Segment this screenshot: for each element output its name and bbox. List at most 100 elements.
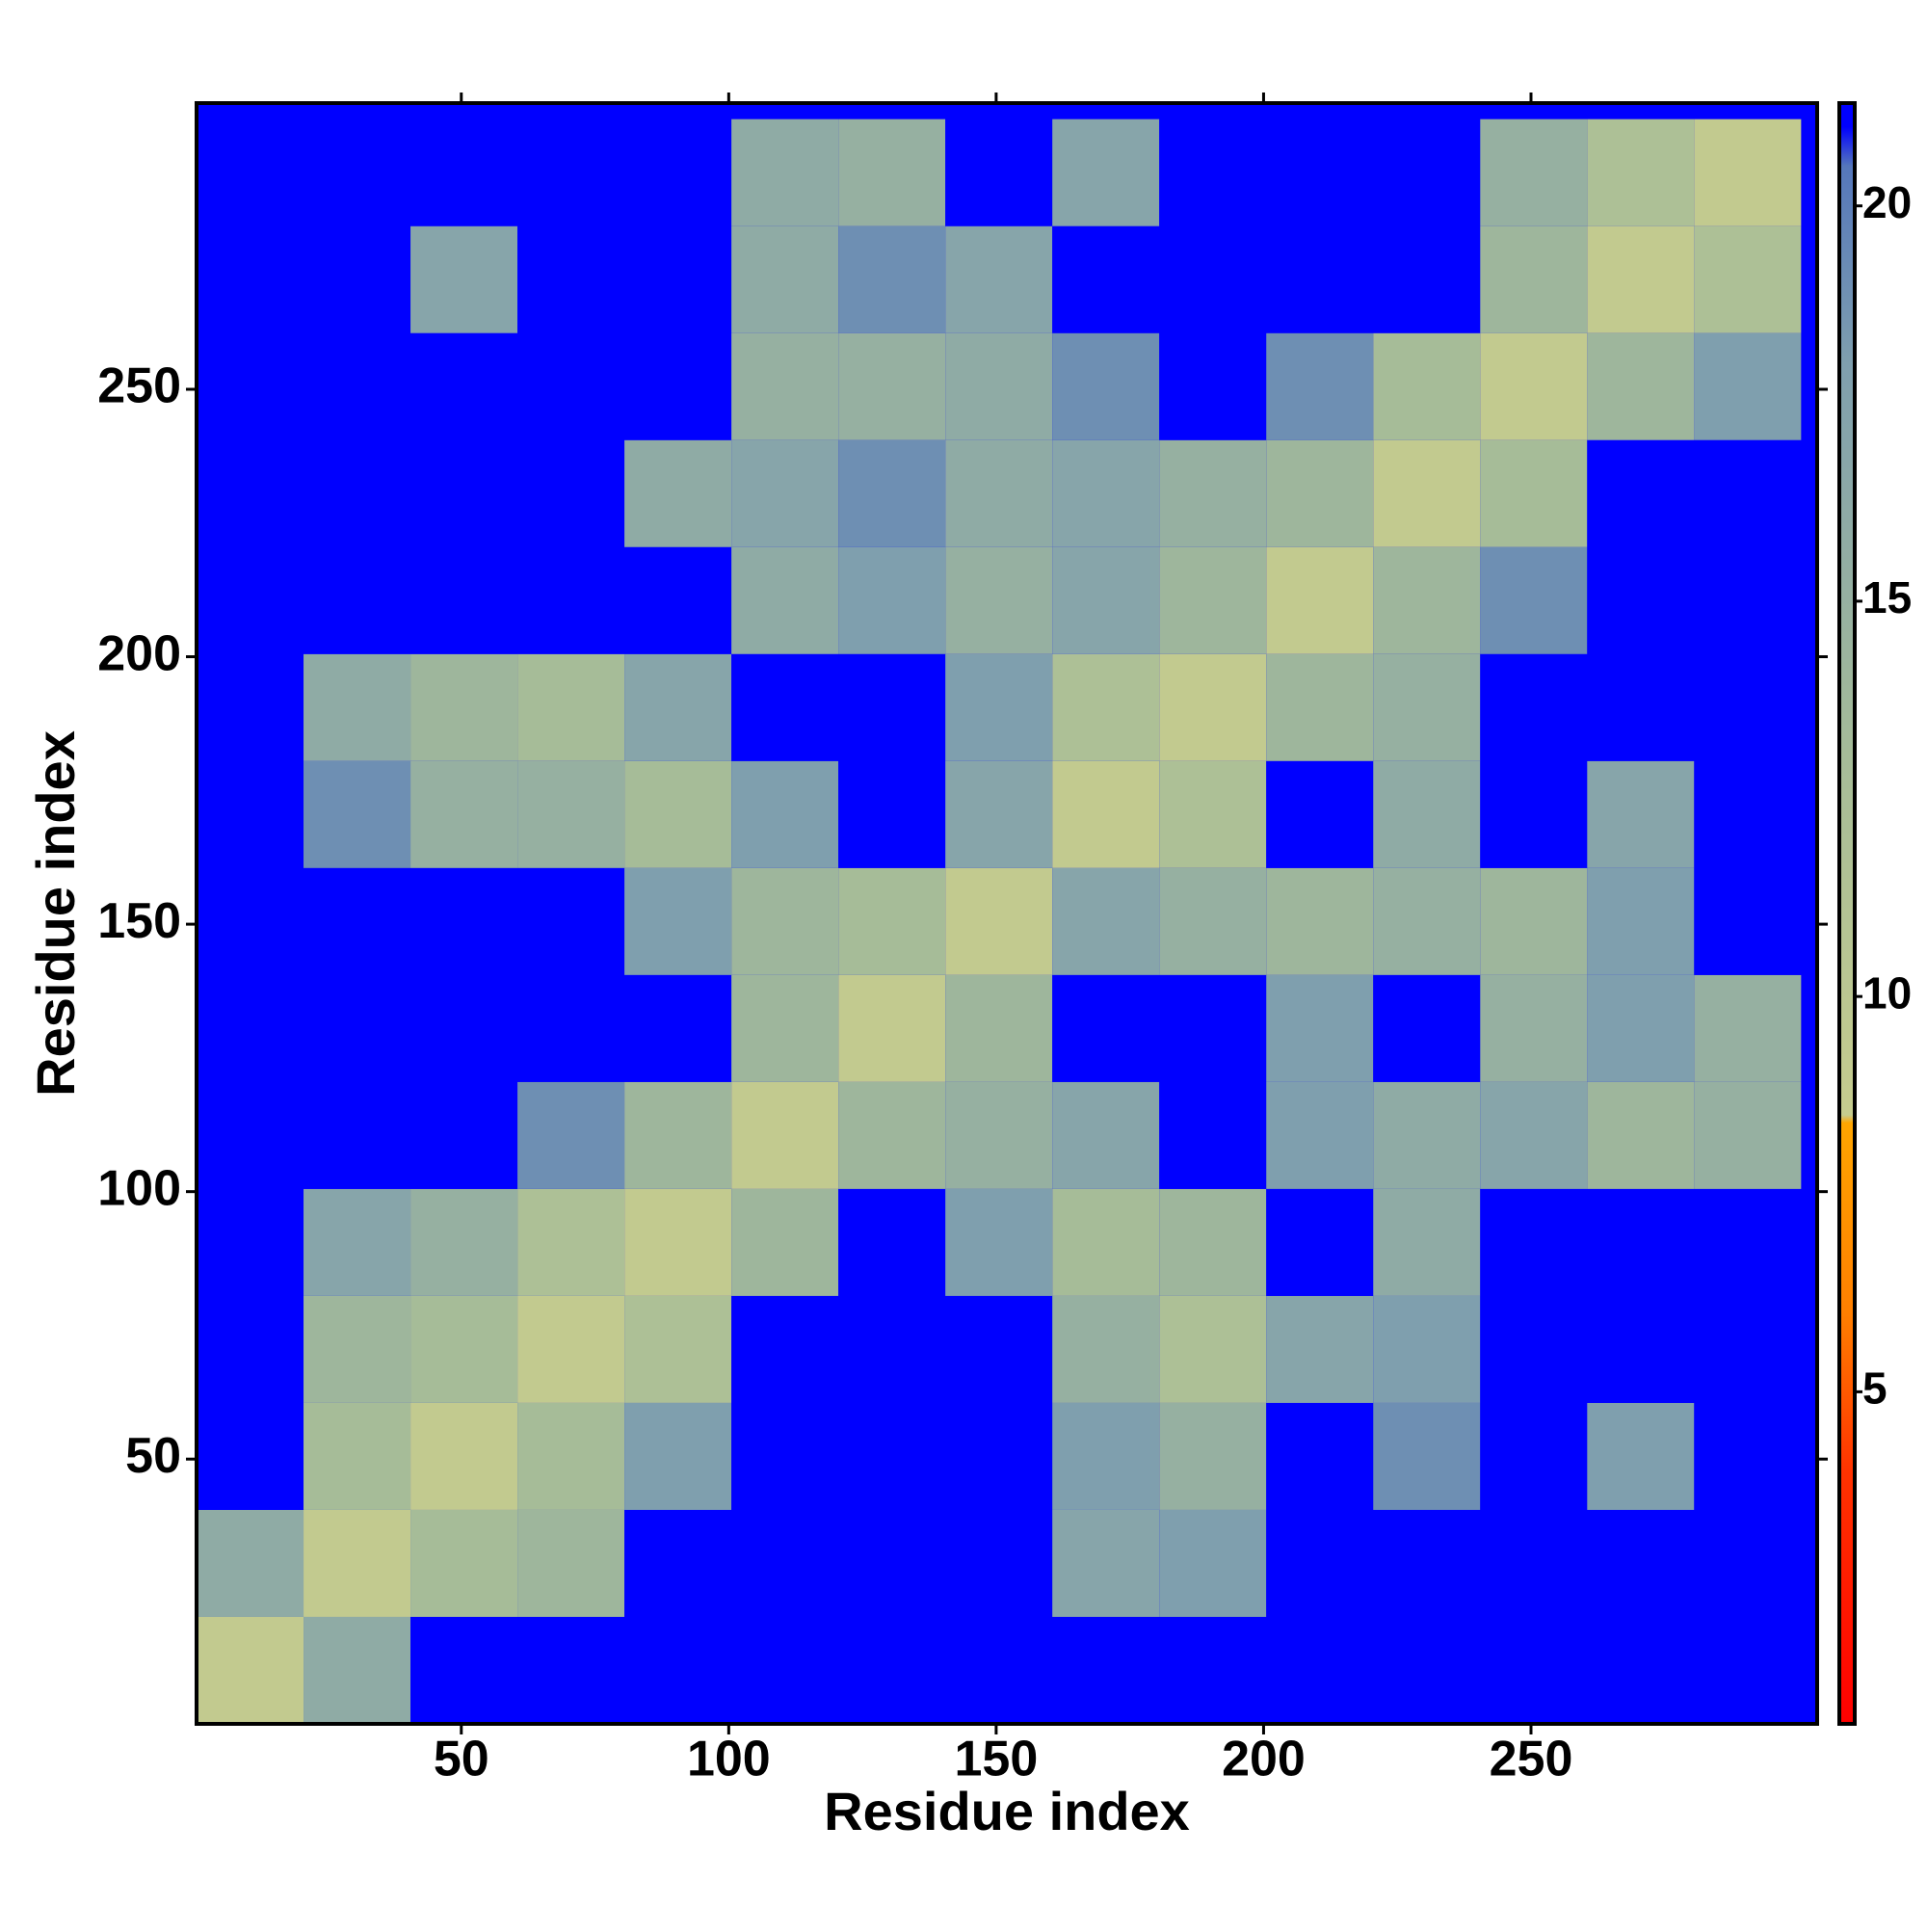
heatmap-cell	[1159, 1295, 1267, 1403]
heatmap-cell	[1694, 653, 1802, 761]
heatmap-cell	[1587, 1616, 1695, 1724]
heatmap-cell	[410, 1295, 518, 1403]
heatmap-cell	[731, 1295, 839, 1403]
heatmap-cell	[517, 1509, 625, 1617]
heatmap-cell	[731, 653, 839, 761]
heatmap-cell	[1052, 1188, 1160, 1296]
x-tick-label: 250	[1490, 1732, 1573, 1787]
heatmap-cell	[410, 1188, 518, 1296]
y-axis-label: Residue index	[25, 730, 86, 1097]
heatmap-cell	[517, 1188, 625, 1296]
heatmap-cell	[1052, 332, 1160, 440]
y-tick-label: 50	[125, 1428, 181, 1484]
heatmap-cell	[1159, 225, 1267, 333]
heatmap-cell	[1587, 653, 1695, 761]
heatmap-cell	[304, 1509, 411, 1617]
heatmap-cell	[1266, 653, 1374, 761]
heatmap-cell	[1266, 1081, 1374, 1189]
heatmap-cell	[1694, 1081, 1802, 1189]
heatmap-cell	[1694, 439, 1802, 547]
heatmap-cell	[1052, 225, 1160, 333]
heatmap-cell	[304, 332, 411, 440]
heatmap-cell	[1480, 439, 1588, 547]
colorbar-tick-label: 20	[1862, 177, 1912, 227]
heatmap-cell	[1052, 974, 1160, 1082]
y-tick-label: 100	[97, 1160, 181, 1216]
heatmap-cell	[517, 867, 625, 975]
heatmap-cell	[945, 1616, 1053, 1724]
heatmap-cell	[1159, 1616, 1267, 1724]
heatmap-cell	[945, 332, 1053, 440]
heatmap-cell	[624, 974, 732, 1082]
heatmap-cell	[1694, 1188, 1802, 1296]
heatmap-cell	[1052, 867, 1160, 975]
heatmap-cell	[624, 653, 732, 761]
heatmap-cell	[838, 867, 946, 975]
heatmap-cell	[1266, 119, 1374, 226]
heatmap-cell	[1052, 1081, 1160, 1189]
heatmap-cell	[1694, 974, 1802, 1082]
heatmap-cell	[1266, 760, 1374, 868]
heatmap-cell	[1052, 439, 1160, 547]
heatmap-cell	[731, 974, 839, 1082]
heatmap-cell	[1694, 1402, 1802, 1510]
heatmap-cell	[624, 1295, 732, 1403]
heatmap-cell	[1480, 760, 1588, 868]
heatmap-cell	[197, 546, 304, 654]
heatmap-cell	[1480, 1295, 1588, 1403]
heatmap-cell	[1694, 867, 1802, 975]
heatmap-cell	[1159, 974, 1267, 1082]
heatmap-cell	[1052, 1295, 1160, 1403]
heatmap-cell	[838, 546, 946, 654]
heatmap-cell	[1159, 332, 1267, 440]
heatmap-cell	[410, 1081, 518, 1189]
heatmap-cell	[1587, 225, 1695, 333]
heatmap-cell	[410, 1616, 518, 1724]
heatmap-cell	[1694, 332, 1802, 440]
heatmap-cell	[1052, 1509, 1160, 1617]
heatmap-cell	[1266, 1402, 1374, 1510]
heatmap-cell	[1373, 974, 1481, 1082]
heatmap-cell	[1480, 1188, 1588, 1296]
heatmap-cell	[624, 1509, 732, 1617]
x-tick-label: 100	[687, 1732, 771, 1787]
heatmap-cell	[410, 119, 518, 226]
heatmap-cell	[838, 1616, 946, 1724]
heatmap-cell	[624, 1402, 732, 1510]
heatmap-cell	[517, 546, 625, 654]
heatmap-cell	[1694, 1616, 1802, 1724]
heatmap-cell	[1159, 439, 1267, 547]
heatmap-cell	[1266, 1295, 1374, 1403]
heatmap-cell	[1694, 760, 1802, 868]
heatmap-cell	[304, 974, 411, 1082]
heatmap-cell	[410, 867, 518, 975]
heatmap-cell	[1480, 546, 1588, 654]
heatmap-cell	[304, 119, 411, 226]
heatmap-cell	[1587, 546, 1695, 654]
heatmap-cell	[838, 1509, 946, 1617]
heatmap-cell	[945, 1509, 1053, 1617]
heatmap-cell	[1587, 439, 1695, 547]
heatmap-cell	[1373, 439, 1481, 547]
heatmap-cell	[1052, 1402, 1160, 1510]
heatmap-cell	[731, 1188, 839, 1296]
heatmap-cell	[1052, 1616, 1160, 1724]
plot-frame	[195, 101, 1819, 1726]
heatmap-cell	[1373, 653, 1481, 761]
heatmap-cell	[517, 225, 625, 333]
heatmap-cell	[1694, 119, 1802, 226]
heatmap-cell	[731, 225, 839, 333]
x-tick-label: 200	[1222, 1732, 1306, 1787]
heatmap-cell	[838, 439, 946, 547]
heatmap-cell	[1587, 1081, 1695, 1189]
heatmap-cell	[1052, 119, 1160, 226]
heatmap-cell	[1373, 1188, 1481, 1296]
heatmap-cell	[1480, 1616, 1588, 1724]
heatmap-cell	[197, 332, 304, 440]
heatmap-cell	[1373, 546, 1481, 654]
heatmap-cell	[197, 974, 304, 1082]
heatmap-cell	[1052, 546, 1160, 654]
heatmap-cell	[731, 867, 839, 975]
